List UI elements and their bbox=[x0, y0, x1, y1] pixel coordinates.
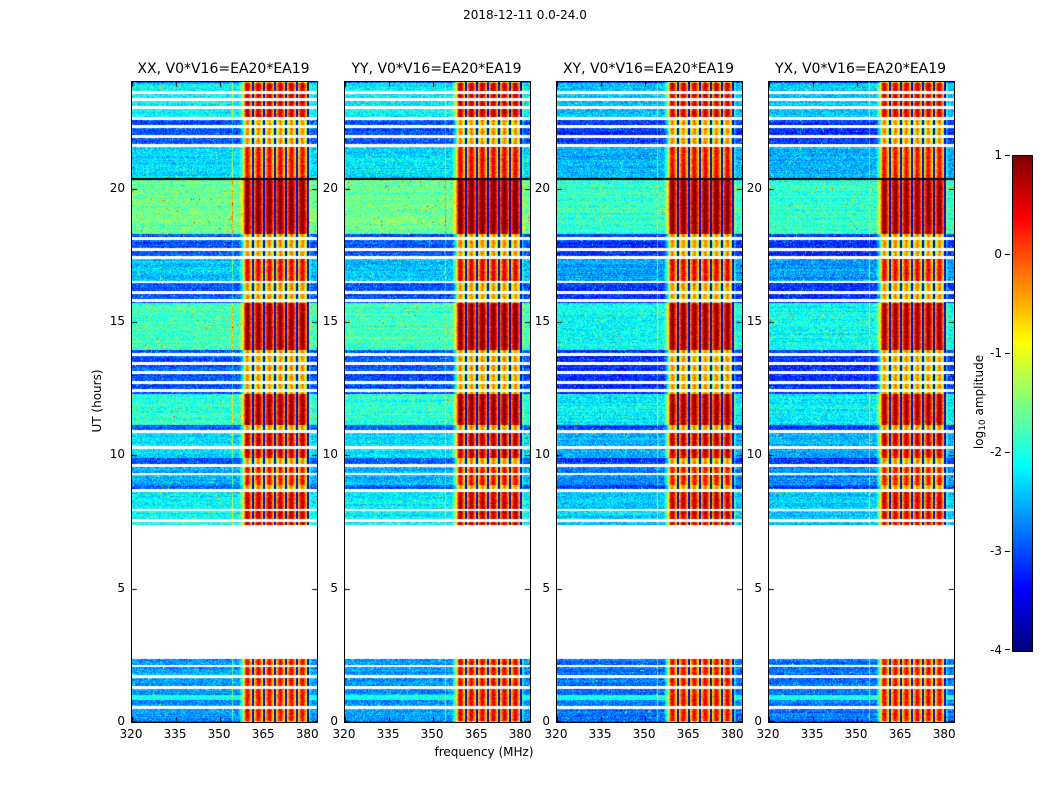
spectrogram-canvas-xx bbox=[131, 81, 318, 723]
y-tick-label: 15 bbox=[322, 314, 338, 328]
x-tick-label: 380 bbox=[508, 727, 532, 741]
x-tick-label: 365 bbox=[888, 727, 912, 741]
y-tick-label: 10 bbox=[746, 447, 762, 462]
spectrogram-canvas-xy bbox=[556, 81, 743, 723]
spectrogram-panel-yy: YY, V0*V16=EA20*EA19 0 5 10 15 20 320 335 350 365… bbox=[323, 61, 532, 741]
x-tick-label: 350 bbox=[844, 727, 868, 741]
y-axis-label: UT (hours) bbox=[90, 369, 104, 433]
y-tick-label: 10 bbox=[534, 447, 550, 462]
colorbar-tick-label: -2 bbox=[990, 445, 1002, 459]
colorbar-label-prefix: log bbox=[972, 430, 986, 450]
x-tick-label: 350 bbox=[632, 727, 656, 741]
x-tick-label: 380 bbox=[295, 727, 319, 741]
colorbar-tick bbox=[1005, 353, 1010, 354]
colorbar-tick-label: -3 bbox=[990, 544, 1002, 558]
x-tick-label: 320 bbox=[119, 727, 143, 741]
y-tick-label: 5 bbox=[754, 580, 762, 595]
spectrogram-canvas-yx bbox=[768, 81, 955, 723]
panel-title-xx: XX, V0*V16=EA20*EA19 bbox=[137, 61, 310, 77]
x-tick-label: 320 bbox=[544, 727, 568, 741]
colorbar-tick-label: -4 bbox=[990, 643, 1002, 657]
y-tick-label: 5 bbox=[542, 580, 550, 595]
colorbar-label: log10 amplitude bbox=[972, 355, 988, 449]
y-tick-label: 0 bbox=[117, 714, 125, 728]
spectrogram-panel-xx: XX, V0*V16=EA20*EA19 0 5 10 15 20 320 335 350 365… bbox=[110, 61, 319, 741]
y-tick-label: 20 bbox=[322, 180, 338, 195]
colorbar-tick-label: 1 bbox=[994, 148, 1002, 162]
colorbar-tick bbox=[1005, 155, 1010, 156]
panel-title-yy: YY, V0*V16=EA20*EA19 bbox=[351, 61, 522, 77]
y-tick-label: 5 bbox=[117, 580, 125, 595]
colorbar: 1 0 -1 -2 -3 -4 bbox=[990, 148, 1033, 657]
x-axis-label: frequency (MHz) bbox=[434, 745, 534, 759]
x-tick-label: 365 bbox=[676, 727, 700, 741]
x-tick-label: 335 bbox=[163, 727, 187, 741]
y-tick-label: 0 bbox=[330, 714, 338, 728]
x-tick-label: 380 bbox=[932, 727, 956, 741]
y-tick-label: 20 bbox=[109, 180, 125, 195]
y-tick-label: 0 bbox=[542, 714, 550, 728]
y-tick-label: 10 bbox=[109, 447, 125, 462]
panel-title-xy: XY, V0*V16=EA20*EA19 bbox=[562, 61, 735, 77]
colorbar-tick bbox=[1005, 551, 1010, 552]
x-tick-label: 320 bbox=[332, 727, 356, 741]
y-tick-label: 15 bbox=[534, 314, 550, 328]
colorbar-label-sub: 10 bbox=[978, 419, 988, 431]
x-tick-label: 365 bbox=[251, 727, 275, 741]
colorbar-tick-label: -1 bbox=[990, 346, 1002, 360]
colorbar-tick bbox=[1005, 452, 1010, 453]
y-tick-label: 20 bbox=[746, 180, 762, 195]
colorbar-tick bbox=[1005, 649, 1010, 650]
colorbar-gradient bbox=[1012, 155, 1033, 652]
y-tick-label: 20 bbox=[534, 180, 550, 195]
spectrogram-canvas-yy bbox=[344, 81, 531, 723]
y-tick-label: 5 bbox=[330, 580, 338, 595]
figure-title: 2018-12-11 0.0-24.0 bbox=[463, 8, 587, 22]
y-tick-label: 15 bbox=[109, 314, 125, 328]
colorbar-tick bbox=[1005, 254, 1010, 255]
spectrogram-panel-xy: XY, V0*V16=EA20*EA19 0 5 10 15 20 320 335 350 365… bbox=[535, 61, 744, 741]
y-tick-label: 10 bbox=[322, 447, 338, 462]
colorbar-tick-label: 0 bbox=[994, 247, 1002, 261]
x-tick-label: 350 bbox=[420, 727, 444, 741]
x-tick-label: 335 bbox=[800, 727, 824, 741]
y-tick-label: 15 bbox=[746, 314, 762, 328]
spectrogram-panel-yx: YX, V0*V16=EA20*EA19 0 5 10 15 20 320 335 350 365… bbox=[747, 61, 956, 741]
x-tick-label: 365 bbox=[464, 727, 488, 741]
x-tick-label: 380 bbox=[720, 727, 744, 741]
y-tick-label: 0 bbox=[754, 714, 762, 728]
x-tick-label: 350 bbox=[207, 727, 231, 741]
x-tick-label: 320 bbox=[756, 727, 780, 741]
colorbar-label-suffix: amplitude bbox=[972, 354, 986, 420]
panel-title-yx: YX, V0*V16=EA20*EA19 bbox=[774, 61, 947, 77]
x-tick-label: 335 bbox=[588, 727, 612, 741]
x-tick-label: 335 bbox=[376, 727, 400, 741]
